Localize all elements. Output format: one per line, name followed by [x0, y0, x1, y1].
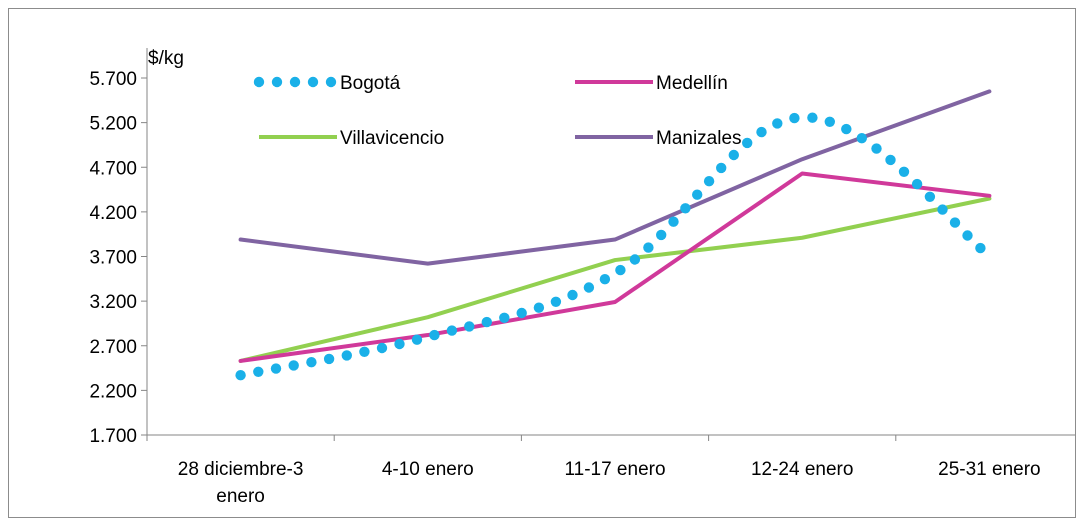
series-dot-bogota: [235, 370, 246, 381]
y-tick-label: 5.200: [89, 114, 137, 135]
series-dot-bogota: [728, 149, 739, 161]
series-dot-bogota: [306, 357, 317, 368]
axes: [141, 48, 1084, 441]
series-dot-bogota: [856, 133, 867, 144]
series-dot-bogota: [359, 346, 370, 357]
series-dot-bogota: [253, 366, 264, 377]
x-tick-label: 11-17 enero: [564, 459, 665, 480]
series-line-medellin: [238, 171, 992, 363]
series-dot-bogota: [516, 307, 527, 319]
series-dot-bogota: [323, 353, 335, 365]
series-dot-bogota: [824, 116, 835, 128]
legend-label-medellin: Medellín: [656, 73, 728, 94]
series-dot-bogota: [481, 316, 492, 328]
series-line-villavicencio: [238, 196, 992, 363]
series-dot-bogota: [394, 338, 405, 350]
x-tick-label: 12-24 enero: [751, 459, 853, 480]
series-dot-bogota: [499, 312, 510, 323]
legend-swatch-bogota: [253, 76, 265, 88]
series-dot-bogota: [949, 217, 961, 228]
series-dot-bogota: [411, 334, 423, 345]
y-tick-label: 5.700: [89, 69, 137, 90]
legend-label-bogota: Bogotá: [340, 73, 401, 94]
series-dot-bogota: [270, 363, 282, 374]
series-dot-bogota: [376, 342, 388, 354]
chart-frame: $/kg 1.700 2.200 2.700 3.200 3.700 4.200 4.700…: [8, 8, 1084, 518]
series-dot-bogota: [911, 178, 923, 190]
series-dot-bogota: [643, 242, 654, 253]
y-tick-label: 2.700: [89, 337, 137, 358]
series-dot-bogota: [937, 204, 948, 215]
series-dot-bogota: [341, 350, 352, 361]
legend-swatch-bogota: [307, 76, 319, 88]
legend-swatch-bogota: [271, 76, 283, 88]
series-dot-bogota: [789, 112, 800, 124]
y-tick-labels: 1.700 2.200 2.700 3.200 3.700 4.200 4.700 5.200…: [89, 69, 137, 447]
series-dot-bogota: [583, 282, 595, 293]
series-dot-bogota: [975, 242, 986, 254]
y-tick-label: 3.700: [89, 248, 137, 269]
series-dot-bogota: [429, 329, 440, 341]
series-dot-bogota: [962, 230, 973, 241]
series-dot-bogota: [772, 118, 783, 129]
legend-swatch-bogota: [325, 76, 337, 88]
series-dot-bogota: [533, 302, 545, 313]
y-axis-title: $/kg: [148, 48, 184, 69]
series-dot-bogota: [629, 254, 641, 265]
legend-swatch-bogota: [289, 76, 301, 88]
series-dot-bogota: [692, 189, 703, 200]
series-dot-bogota: [756, 126, 767, 138]
y-tick-label: 1.700: [89, 426, 137, 447]
y-tick-label: 3.200: [89, 292, 137, 313]
series-dot-bogota: [841, 123, 852, 135]
series-dot-bogota: [550, 296, 562, 307]
series-dot-bogota: [898, 166, 910, 177]
x-tick-labels: 28 diciembre-3 enero 4-10 enero 11-17 enero…: [178, 459, 1041, 507]
series-dot-bogota: [924, 191, 936, 202]
series-dot-bogota: [288, 360, 299, 371]
x-tick-label: 4-10 enero: [382, 459, 474, 480]
series-dot-bogota: [446, 325, 458, 336]
series-line-manizales: [238, 89, 992, 266]
series-dot-bogota: [599, 274, 611, 285]
y-tick-label: 4.700: [89, 158, 137, 179]
x-tick-label: 28 diciembre-3: [178, 459, 304, 480]
series-dot-bogota: [742, 137, 753, 149]
series-dot-bogota: [885, 154, 896, 166]
legend-label-villavicencio: Villavicencio: [340, 128, 444, 149]
y-tick-label: 4.200: [89, 203, 137, 224]
series-dot-bogota: [464, 321, 475, 332]
legend-label-manizales: Manizales: [656, 128, 742, 149]
x-tick-label: 25-31 enero: [938, 459, 1040, 480]
legend: Bogotá Medellín Villavicencio Manizales: [253, 73, 742, 149]
series-dot-bogota: [656, 229, 667, 241]
x-tick-label: enero: [216, 486, 265, 507]
series-dot-bogota: [807, 112, 818, 123]
y-tick-label: 2.200: [89, 381, 137, 402]
line-chart: $/kg 1.700 2.200 2.700 3.200 3.700 4.200 4.700…: [89, 48, 1084, 507]
series-dot-bogota: [668, 216, 679, 227]
series-dot-bogota: [871, 143, 882, 154]
series-dot-bogota: [680, 203, 691, 214]
series-lines: [235, 89, 992, 381]
series-dot-bogota: [716, 162, 727, 174]
series-dot-bogota: [567, 289, 578, 301]
series-dot-bogota: [703, 176, 715, 187]
series-dot-bogota: [615, 264, 626, 276]
